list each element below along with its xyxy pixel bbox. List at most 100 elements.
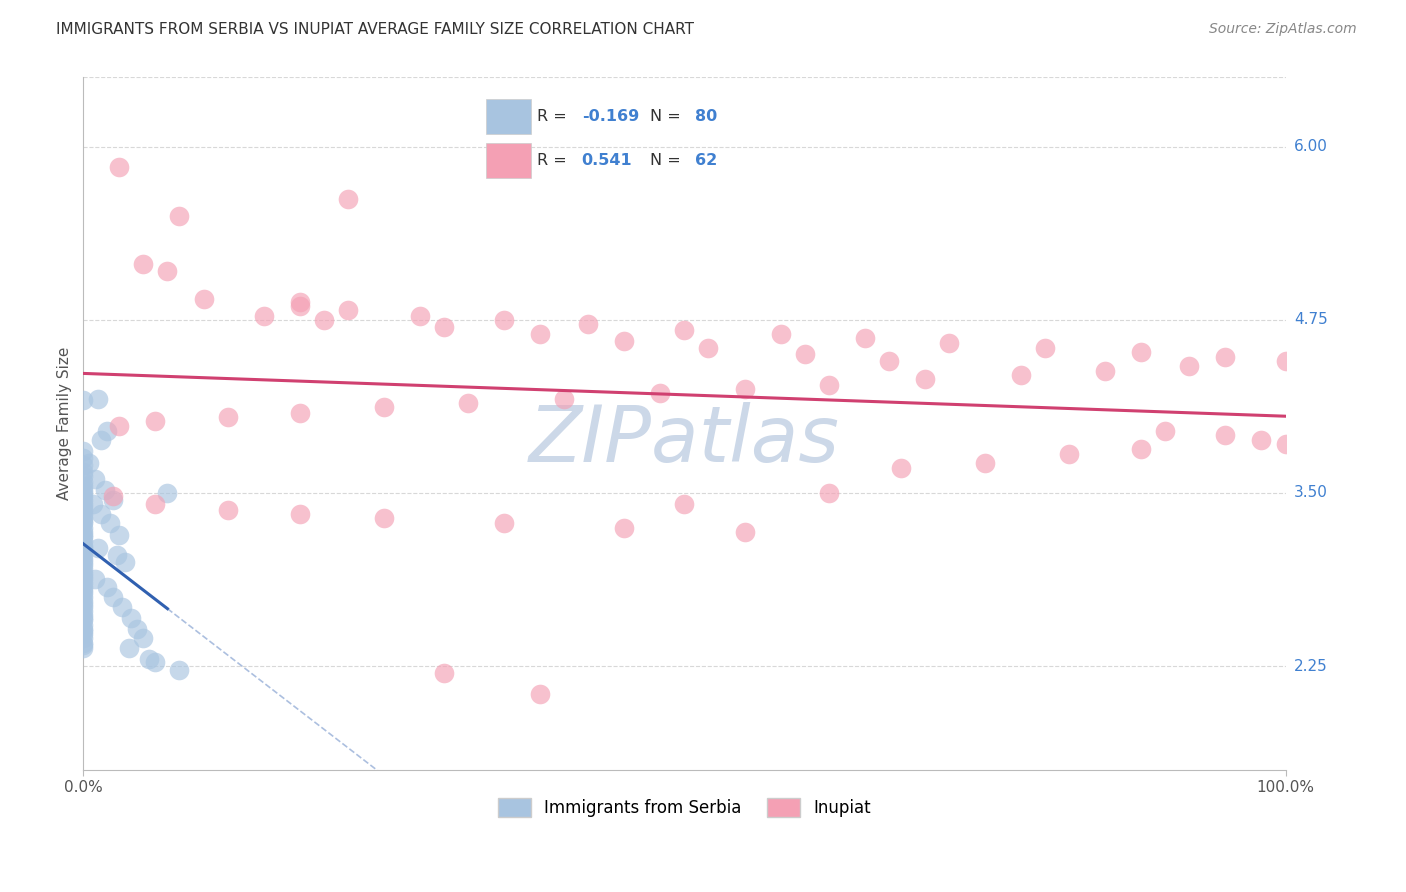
- Point: [72, 524, 94, 539]
- Point: [72, 530, 94, 544]
- Point: [169, 209, 191, 223]
- Point: [105, 549, 128, 563]
- Point: [72, 635, 94, 649]
- Point: [96, 580, 118, 594]
- Point: [288, 294, 311, 309]
- Text: IMMIGRANTS FROM SERBIA VS INUPIAT AVERAGE FAMILY SIZE CORRELATION CHART: IMMIGRANTS FROM SERBIA VS INUPIAT AVERAG…: [56, 22, 695, 37]
- Point: [72, 511, 94, 525]
- Point: [72, 597, 94, 611]
- Point: [890, 461, 912, 475]
- Point: [72, 549, 94, 563]
- Point: [72, 500, 94, 514]
- Point: [103, 492, 125, 507]
- Point: [145, 497, 167, 511]
- Point: [817, 378, 839, 392]
- Point: [72, 527, 94, 541]
- Point: [734, 524, 756, 539]
- Point: [853, 331, 876, 345]
- Point: [98, 516, 121, 531]
- Point: [529, 326, 551, 341]
- Point: [72, 502, 94, 516]
- Point: [84, 472, 107, 486]
- Point: [72, 622, 94, 636]
- Point: [576, 317, 599, 331]
- Point: [96, 424, 118, 438]
- Point: [373, 400, 395, 414]
- Text: Source: ZipAtlas.com: Source: ZipAtlas.com: [1209, 22, 1357, 37]
- Point: [650, 386, 672, 401]
- Point: [336, 192, 359, 206]
- Point: [72, 497, 94, 511]
- Point: [793, 347, 815, 361]
- Legend: Immigrants from Serbia, Inupiat: Immigrants from Serbia, Inupiat: [491, 791, 877, 824]
- Point: [87, 541, 110, 556]
- Point: [433, 666, 456, 681]
- Point: [1154, 424, 1177, 438]
- Point: [72, 486, 94, 500]
- Point: [613, 334, 636, 348]
- Point: [72, 558, 94, 572]
- Point: [82, 497, 104, 511]
- Point: [72, 604, 94, 618]
- Point: [974, 456, 997, 470]
- Point: [72, 489, 94, 503]
- Point: [72, 627, 94, 641]
- Point: [111, 599, 134, 614]
- Point: [217, 502, 239, 516]
- Point: [72, 492, 94, 507]
- Point: [72, 566, 94, 581]
- Point: [288, 507, 311, 521]
- Point: [877, 354, 900, 368]
- Point: [697, 341, 720, 355]
- Point: [433, 319, 456, 334]
- Point: [118, 641, 141, 656]
- Y-axis label: Average Family Size: Average Family Size: [58, 347, 72, 500]
- Point: [72, 638, 94, 652]
- Point: [72, 544, 94, 558]
- Point: [132, 257, 155, 271]
- Point: [79, 456, 101, 470]
- Point: [72, 562, 94, 576]
- Point: [72, 572, 94, 586]
- Point: [409, 309, 432, 323]
- Point: [87, 392, 110, 406]
- Point: [72, 582, 94, 597]
- Point: [193, 292, 215, 306]
- Point: [1215, 350, 1237, 364]
- Point: [1033, 341, 1056, 355]
- Point: [72, 475, 94, 489]
- Point: [94, 483, 117, 498]
- Point: [253, 309, 276, 323]
- Point: [72, 451, 94, 466]
- Text: 3.50: 3.50: [1294, 485, 1327, 500]
- Point: [288, 299, 311, 313]
- Point: [72, 610, 94, 624]
- Point: [72, 594, 94, 608]
- Point: [72, 641, 94, 656]
- Point: [217, 409, 239, 424]
- Point: [529, 687, 551, 701]
- Point: [72, 569, 94, 583]
- Point: [72, 632, 94, 646]
- Point: [108, 161, 131, 175]
- Point: [938, 336, 960, 351]
- Text: 2.25: 2.25: [1294, 658, 1327, 673]
- Point: [132, 632, 155, 646]
- Point: [114, 555, 136, 569]
- Point: [72, 465, 94, 479]
- Point: [1057, 447, 1080, 461]
- Text: ZIPatlas: ZIPatlas: [529, 402, 839, 478]
- Point: [1130, 442, 1153, 456]
- Point: [494, 313, 516, 327]
- Point: [108, 419, 131, 434]
- Point: [72, 534, 94, 549]
- Point: [156, 264, 179, 278]
- Point: [1130, 344, 1153, 359]
- Point: [72, 444, 94, 458]
- Point: [90, 434, 112, 448]
- Point: [72, 541, 94, 556]
- Point: [103, 590, 125, 604]
- Point: [1274, 354, 1296, 368]
- Point: [72, 539, 94, 553]
- Point: [769, 326, 792, 341]
